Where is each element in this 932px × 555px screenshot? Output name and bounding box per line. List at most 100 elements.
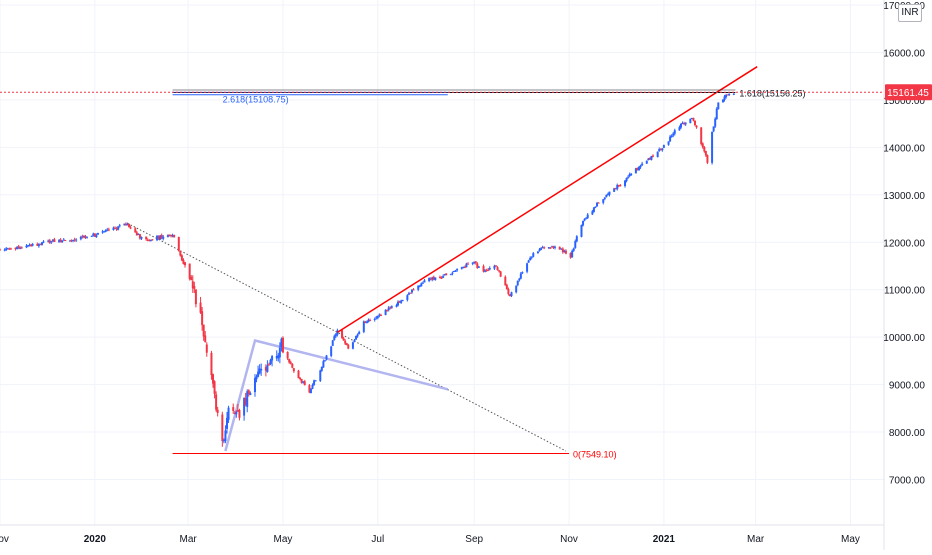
candle xyxy=(16,246,19,250)
candle xyxy=(58,239,61,243)
candle-body xyxy=(92,233,95,236)
candle-body xyxy=(613,188,616,192)
candle-body xyxy=(726,94,729,96)
candle-body xyxy=(128,223,131,228)
candle-body xyxy=(347,344,350,349)
candle xyxy=(264,364,267,377)
candle-body xyxy=(51,239,54,241)
candle xyxy=(145,236,148,241)
candle-body xyxy=(205,344,208,353)
candle-body xyxy=(628,174,631,177)
candle xyxy=(118,223,121,228)
candle-body xyxy=(594,206,597,208)
candle-body xyxy=(14,247,17,250)
candle xyxy=(617,184,620,188)
x-tick-label: Jul xyxy=(371,534,384,545)
candle xyxy=(712,126,715,133)
candle-body xyxy=(264,367,267,371)
candle xyxy=(703,145,706,153)
candle-body xyxy=(681,123,684,125)
candle xyxy=(474,261,477,265)
candle xyxy=(148,239,151,242)
candle xyxy=(134,227,137,233)
candle xyxy=(692,117,695,122)
candle xyxy=(205,342,208,357)
x-tick-label: May xyxy=(841,534,860,545)
candle-body xyxy=(689,118,692,124)
candle xyxy=(487,268,490,272)
candle-body xyxy=(308,385,311,393)
candle-body xyxy=(423,280,426,283)
candle xyxy=(213,380,216,399)
candle-body xyxy=(420,283,423,287)
candle-body xyxy=(617,185,620,187)
candle xyxy=(552,245,555,250)
candle xyxy=(182,258,185,265)
candle-body xyxy=(300,378,303,383)
candle-body xyxy=(547,247,550,249)
candle-body xyxy=(297,370,300,379)
candle-body xyxy=(728,93,731,95)
candle xyxy=(5,246,8,251)
candle-body xyxy=(439,276,441,278)
candle xyxy=(463,265,466,269)
candle-body xyxy=(526,263,529,272)
candle-body xyxy=(397,301,400,306)
candle-body xyxy=(188,263,191,279)
candle xyxy=(53,237,56,243)
candle-body xyxy=(341,330,344,338)
candle xyxy=(634,167,637,174)
candle-body xyxy=(625,178,628,182)
candle-body xyxy=(246,391,249,407)
candle-body xyxy=(717,102,720,110)
candle xyxy=(580,224,583,238)
candle-body xyxy=(137,233,140,235)
candle-body xyxy=(616,184,619,190)
candle-body xyxy=(159,235,162,240)
candle xyxy=(269,358,272,366)
candle-body xyxy=(9,248,12,250)
candle-body xyxy=(543,247,546,249)
x-tick-label: Sep xyxy=(465,534,483,545)
candle xyxy=(179,250,182,257)
candle-body xyxy=(572,248,575,251)
candle xyxy=(222,438,225,444)
candle xyxy=(679,122,682,129)
currency-badge[interactable]: INR xyxy=(898,4,922,22)
candle-body xyxy=(238,410,241,418)
candle-body xyxy=(530,256,533,258)
candle-body xyxy=(580,225,583,237)
candle-body xyxy=(73,239,76,241)
candle xyxy=(210,350,213,380)
candle-body xyxy=(106,229,109,231)
candle xyxy=(39,243,42,246)
candle-body xyxy=(81,236,84,238)
y-tick-label: 13000.00 xyxy=(883,191,925,202)
candle xyxy=(257,365,260,378)
candle xyxy=(541,245,544,249)
candle-body xyxy=(180,255,183,261)
candle-body xyxy=(605,194,608,198)
candle-body xyxy=(390,306,393,308)
candle-body xyxy=(627,176,630,178)
candle-body xyxy=(345,343,348,346)
candle xyxy=(627,175,630,179)
candle-body xyxy=(334,334,337,337)
candle xyxy=(227,405,230,423)
candle xyxy=(135,230,138,236)
candle-body xyxy=(445,273,448,275)
candle-body xyxy=(104,229,107,232)
candle xyxy=(95,233,98,238)
candle xyxy=(117,226,120,231)
x-tick-label: Mar xyxy=(747,534,765,545)
candle-body xyxy=(443,273,446,276)
candle xyxy=(560,248,563,250)
time-axis[interactable]: Nov 2020 Mar May Jul Sep Nov 2021 Mar May xyxy=(0,534,860,545)
candle-body xyxy=(690,117,693,119)
candle xyxy=(344,339,347,345)
candle-body xyxy=(442,276,445,278)
candle xyxy=(260,363,263,376)
candle-body xyxy=(277,355,280,359)
